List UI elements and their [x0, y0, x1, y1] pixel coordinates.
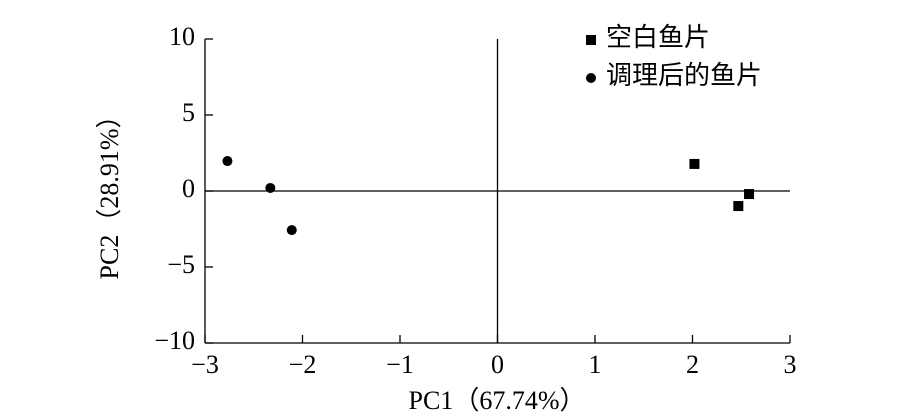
- y-tick-label: 10: [169, 22, 195, 51]
- y-tick-label: 0: [182, 174, 195, 203]
- point: [222, 156, 233, 167]
- x-tick-label: 3: [784, 350, 797, 379]
- x-tick-label: 2: [686, 350, 699, 379]
- x-tick-label: 0: [491, 350, 504, 379]
- point: [733, 201, 744, 212]
- x-tick-label: −1: [386, 350, 414, 379]
- x-tick-label: 1: [589, 350, 602, 379]
- legend-label: 调理后的鱼片: [606, 61, 762, 90]
- x-tick-label: −2: [289, 350, 317, 379]
- legend-label: 空白鱼片: [606, 23, 710, 52]
- legend-marker: [586, 73, 596, 83]
- x-axis-label: PC1（67.74%）: [409, 386, 586, 415]
- point: [689, 158, 700, 169]
- point: [286, 225, 297, 236]
- x-tick-label: −3: [191, 350, 219, 379]
- point: [744, 189, 755, 200]
- y-tick-label: 5: [182, 98, 195, 127]
- legend-marker: [586, 35, 596, 45]
- y-tick-label: −10: [154, 326, 195, 355]
- y-tick-label: −5: [167, 250, 195, 279]
- y-axis-label: PC2（28.91%）: [95, 103, 124, 280]
- point: [265, 182, 276, 193]
